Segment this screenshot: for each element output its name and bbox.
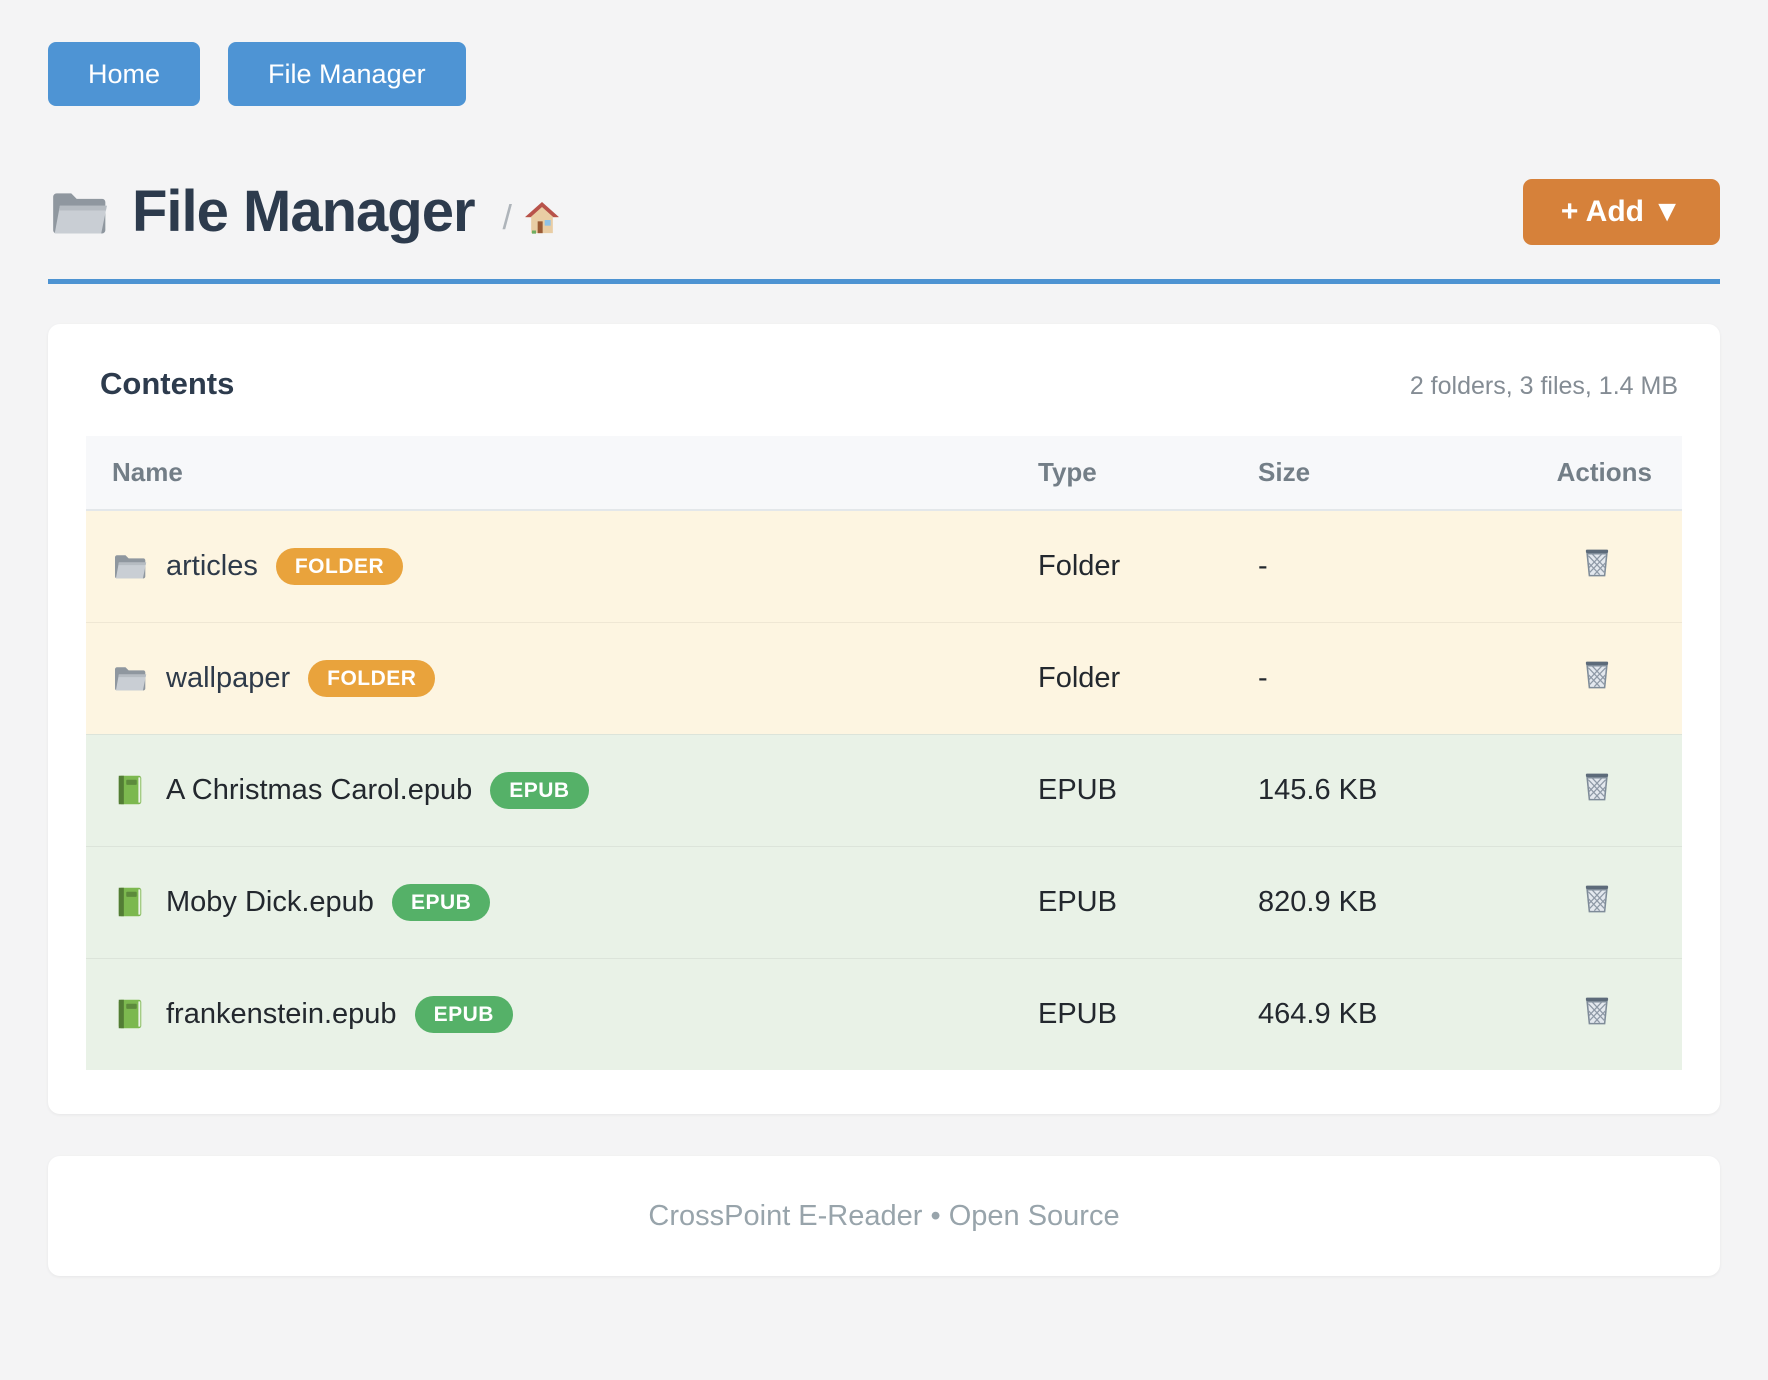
book-icon: [112, 772, 148, 808]
table-row-christmas-carol: A Christmas Carol.epub EPUB EPUB 145.6 K…: [86, 734, 1682, 846]
page-title-group: File Manager: [48, 178, 476, 245]
folder-icon: [48, 181, 110, 243]
item-size: -: [1258, 549, 1268, 582]
table-row-articles: articles FOLDER Folder -: [86, 510, 1682, 622]
breadcrumb: /: [503, 199, 562, 239]
item-name-link[interactable]: articles: [166, 549, 258, 582]
item-name-link[interactable]: A Christmas Carol.epub: [166, 773, 473, 806]
delete-button[interactable]: [1578, 767, 1616, 808]
home-icon[interactable]: [522, 199, 562, 239]
breadcrumb-separator: /: [502, 199, 512, 237]
item-type: Folder: [1038, 549, 1121, 582]
title-divider: [48, 279, 1720, 284]
table-row-frankenstein: frankenstein.epub EPUB EPUB 464.9 KB: [86, 958, 1682, 1070]
item-size: 464.9 KB: [1258, 997, 1378, 1030]
file-manager-page: Home File Manager File Manager / + Add ▼…: [48, 42, 1720, 1276]
item-name-link[interactable]: frankenstein.epub: [166, 997, 397, 1030]
table-row-moby-dick: Moby Dick.epub EPUB EPUB 820.9 KB: [86, 846, 1682, 958]
item-size: 145.6 KB: [1258, 773, 1378, 806]
add-button[interactable]: + Add ▼: [1522, 178, 1720, 245]
contents-title: Contents: [100, 366, 235, 401]
folder-icon: [112, 548, 148, 584]
book-icon: [112, 996, 148, 1032]
home-nav-button[interactable]: Home: [48, 42, 201, 106]
page-header: File Manager / + Add ▼: [48, 178, 1720, 245]
epub-badge: EPUB: [490, 771, 589, 809]
book-icon: [112, 884, 148, 920]
contents-card-header: Contents 2 folders, 3 files, 1.4 MB: [86, 366, 1682, 402]
epub-badge: EPUB: [391, 883, 491, 921]
item-size: -: [1258, 661, 1268, 694]
trash-icon: [1578, 767, 1616, 805]
item-type: Folder: [1038, 661, 1121, 694]
trash-icon: [1578, 879, 1616, 917]
trash-icon: [1578, 543, 1616, 581]
item-type: EPUB: [1038, 885, 1117, 918]
column-header-name: Name: [86, 436, 1032, 511]
item-type: EPUB: [1038, 773, 1117, 806]
file-table: Name Type Size Actions articles FOLDER: [86, 436, 1682, 1070]
column-header-type: Type: [1032, 436, 1252, 511]
contents-summary: 2 folders, 3 files, 1.4 MB: [1409, 372, 1678, 400]
delete-button[interactable]: [1578, 991, 1616, 1032]
footer: CrossPoint E-Reader • Open Source: [48, 1156, 1720, 1276]
table-header-row: Name Type Size Actions: [86, 436, 1682, 511]
item-name-link[interactable]: wallpaper: [166, 661, 291, 694]
delete-button[interactable]: [1578, 655, 1616, 696]
item-name-link[interactable]: Moby Dick.epub: [166, 885, 374, 918]
contents-card: Contents 2 folders, 3 files, 1.4 MB Name…: [48, 324, 1720, 1114]
column-header-actions: Actions: [1510, 436, 1682, 511]
delete-button[interactable]: [1578, 543, 1616, 584]
folder-badge: FOLDER: [275, 547, 404, 585]
page-title: File Manager: [132, 179, 476, 244]
folder-badge: FOLDER: [308, 659, 436, 697]
column-header-size: Size: [1252, 436, 1510, 511]
epub-badge: EPUB: [414, 995, 513, 1033]
footer-text: CrossPoint E-Reader • Open Source: [648, 1199, 1120, 1232]
item-type: EPUB: [1038, 997, 1117, 1030]
trash-icon: [1578, 991, 1616, 1029]
folder-icon: [112, 660, 148, 696]
trash-icon: [1578, 655, 1616, 693]
file-manager-nav-button[interactable]: File Manager: [228, 42, 466, 106]
table-row-wallpaper: wallpaper FOLDER Folder -: [86, 622, 1682, 734]
item-size: 820.9 KB: [1258, 885, 1378, 918]
delete-button[interactable]: [1578, 879, 1616, 920]
top-nav: Home File Manager: [48, 42, 1720, 106]
